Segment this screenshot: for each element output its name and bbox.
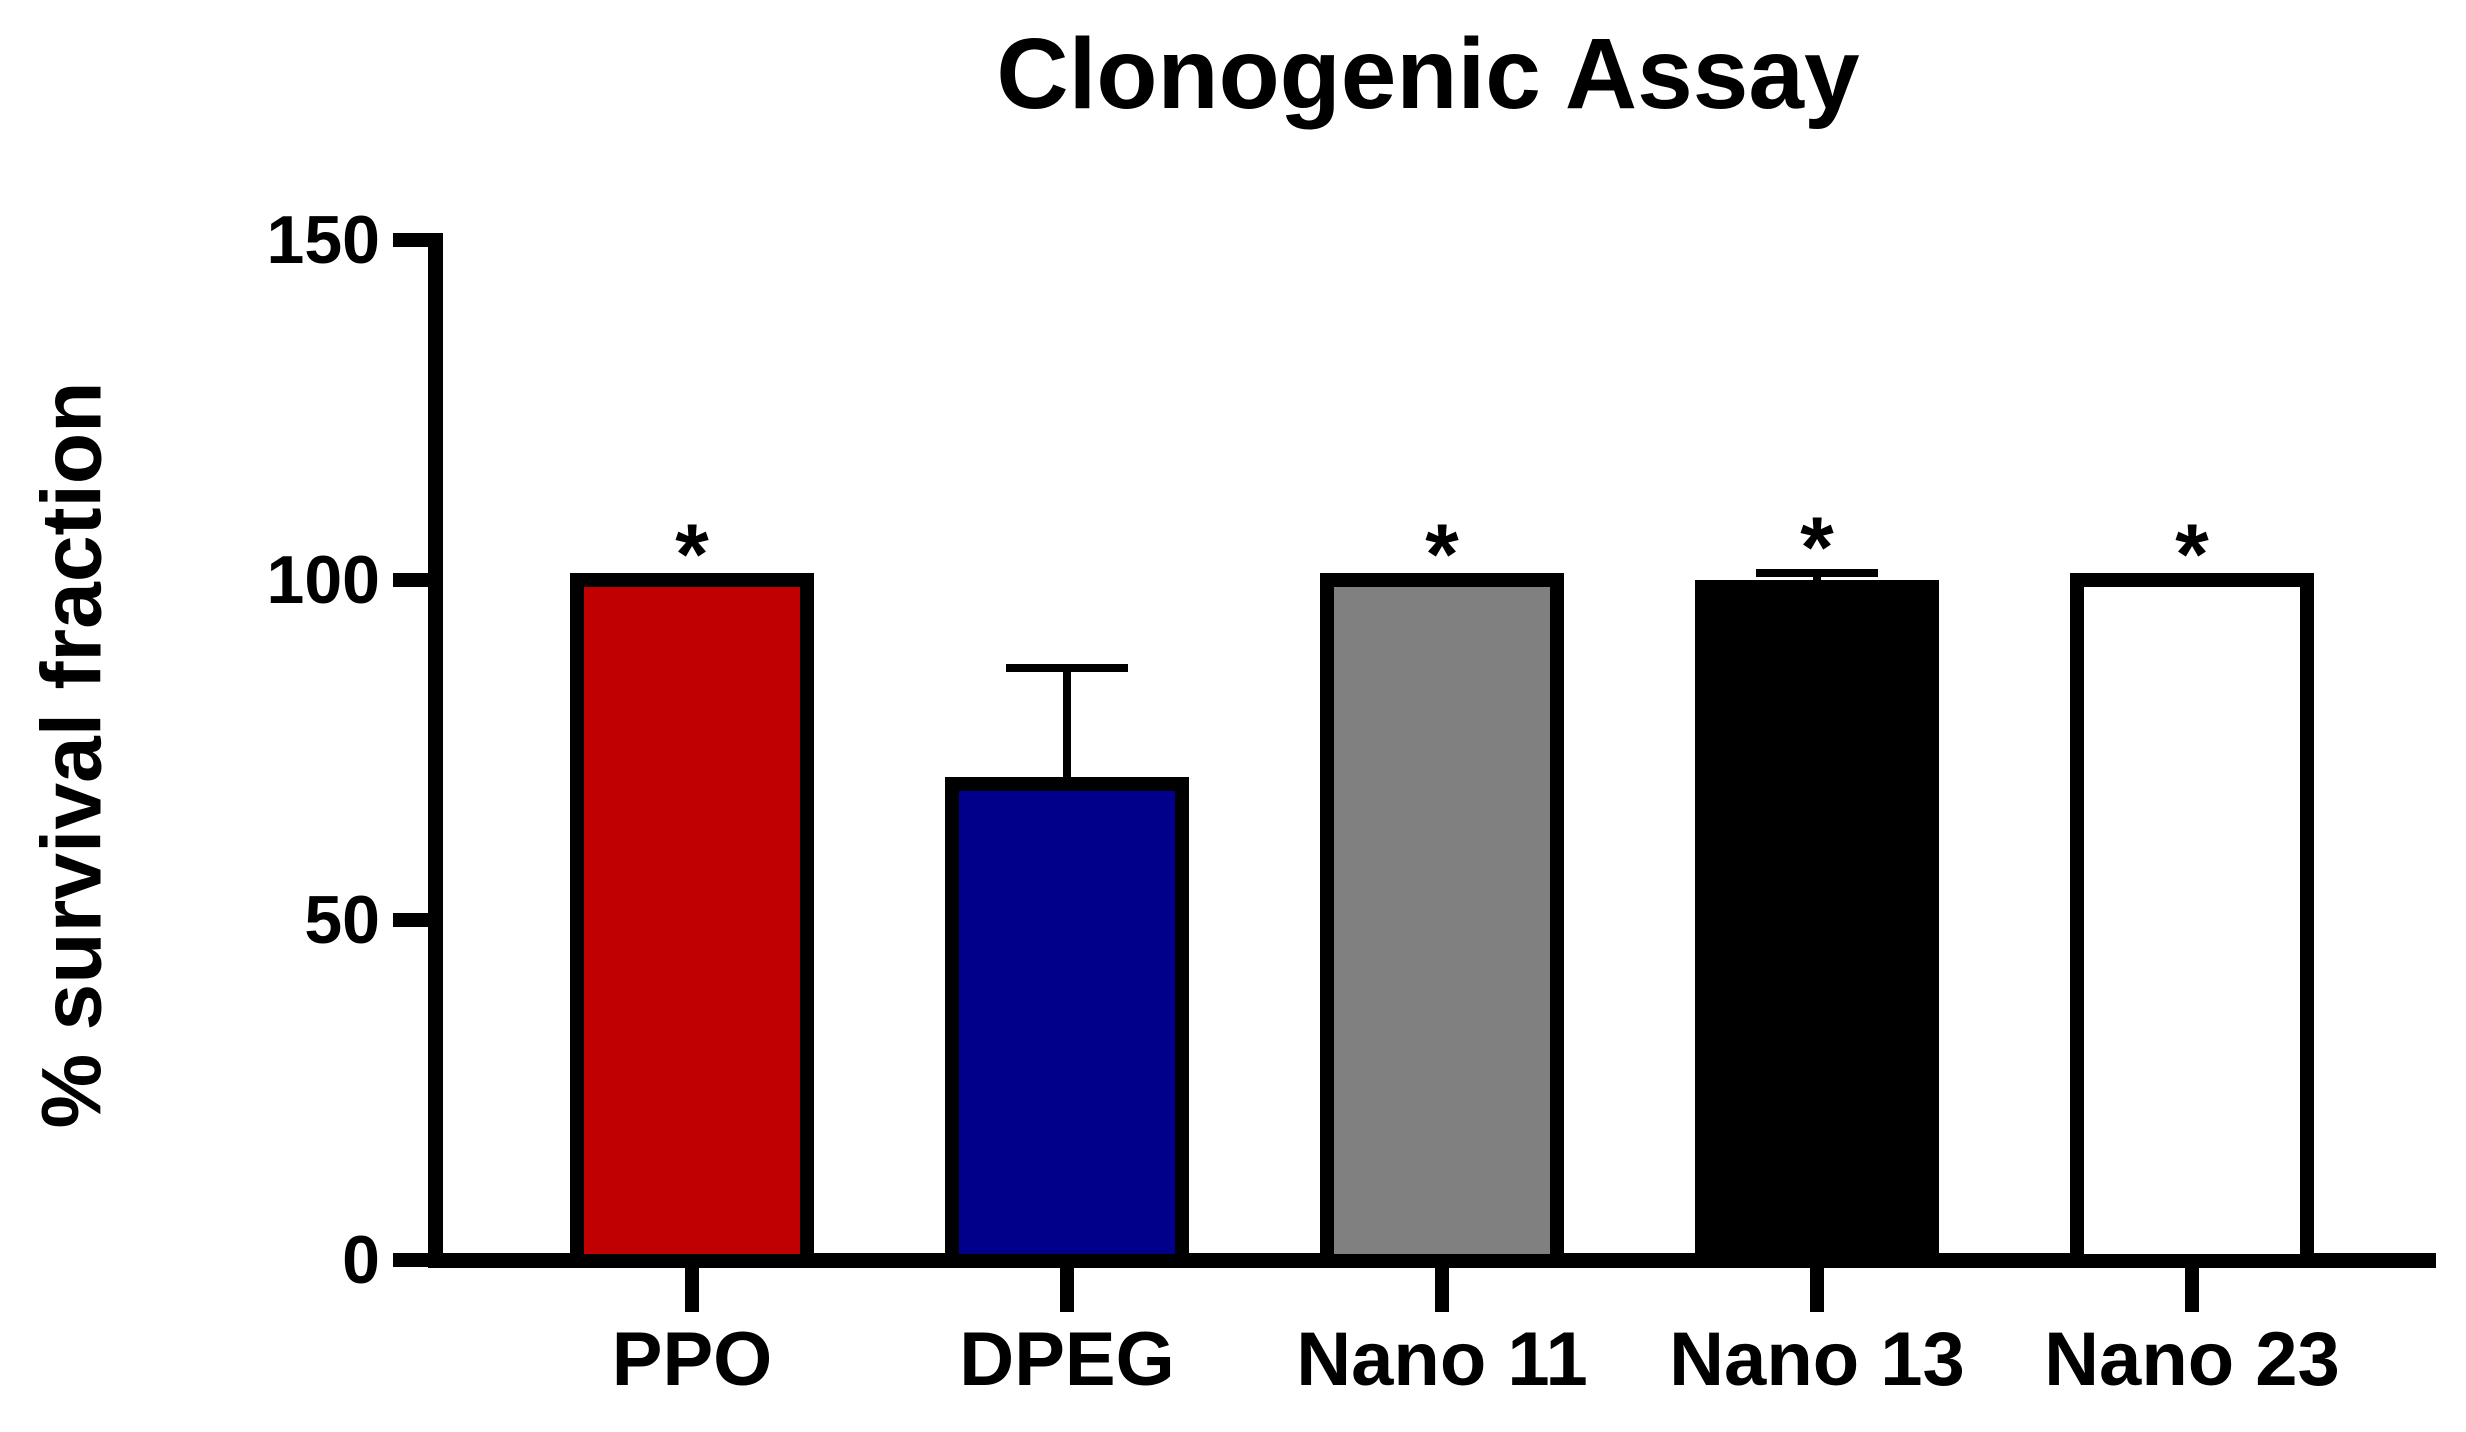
x-tick-label-nano-13: Nano 13 xyxy=(1669,1317,1965,1402)
bar-nano-23 xyxy=(2070,573,2314,1268)
bar-nano-11 xyxy=(1320,573,1564,1268)
x-tick-label-ppo: PPO xyxy=(611,1317,773,1402)
x-tick-label-nano-11: Nano 11 xyxy=(1296,1317,1588,1402)
significance-star-nano-13: * xyxy=(1800,500,1834,596)
bar-dpeg xyxy=(945,777,1189,1268)
y-tick-label-100: 100 xyxy=(266,542,380,618)
significance-star-nano-11: * xyxy=(1425,507,1459,603)
y-tick-50 xyxy=(393,913,428,927)
y-tick-label-150: 150 xyxy=(266,202,380,278)
error-bar-cap-nano-13 xyxy=(1756,569,1878,577)
y-axis-line xyxy=(428,233,443,1268)
bar-ppo xyxy=(570,573,814,1268)
significance-star-nano-23: * xyxy=(2175,507,2209,603)
y-tick-150 xyxy=(393,233,428,247)
y-tick-label-50: 50 xyxy=(304,882,380,958)
x-tick-label-nano-23: Nano 23 xyxy=(2044,1317,2340,1402)
y-tick-0 xyxy=(393,1253,428,1267)
bar-nano-13 xyxy=(1695,580,1939,1268)
y-tick-label-0: 0 xyxy=(342,1222,380,1298)
x-tick-nano-11 xyxy=(1435,1268,1449,1312)
x-tick-ppo xyxy=(685,1268,699,1312)
y-axis-label: % survival fraction xyxy=(24,381,119,1129)
significance-star-ppo: * xyxy=(675,507,709,603)
chart-title: Clonogenic Assay xyxy=(996,18,1860,130)
x-tick-nano-13 xyxy=(1810,1268,1824,1312)
error-bar-stem-dpeg xyxy=(1063,668,1071,796)
x-tick-label-dpeg: DPEG xyxy=(959,1317,1175,1402)
error-bar-cap-dpeg xyxy=(1006,664,1128,672)
x-tick-dpeg xyxy=(1060,1268,1074,1312)
x-tick-nano-23 xyxy=(2185,1268,2199,1312)
y-tick-100 xyxy=(393,573,428,587)
